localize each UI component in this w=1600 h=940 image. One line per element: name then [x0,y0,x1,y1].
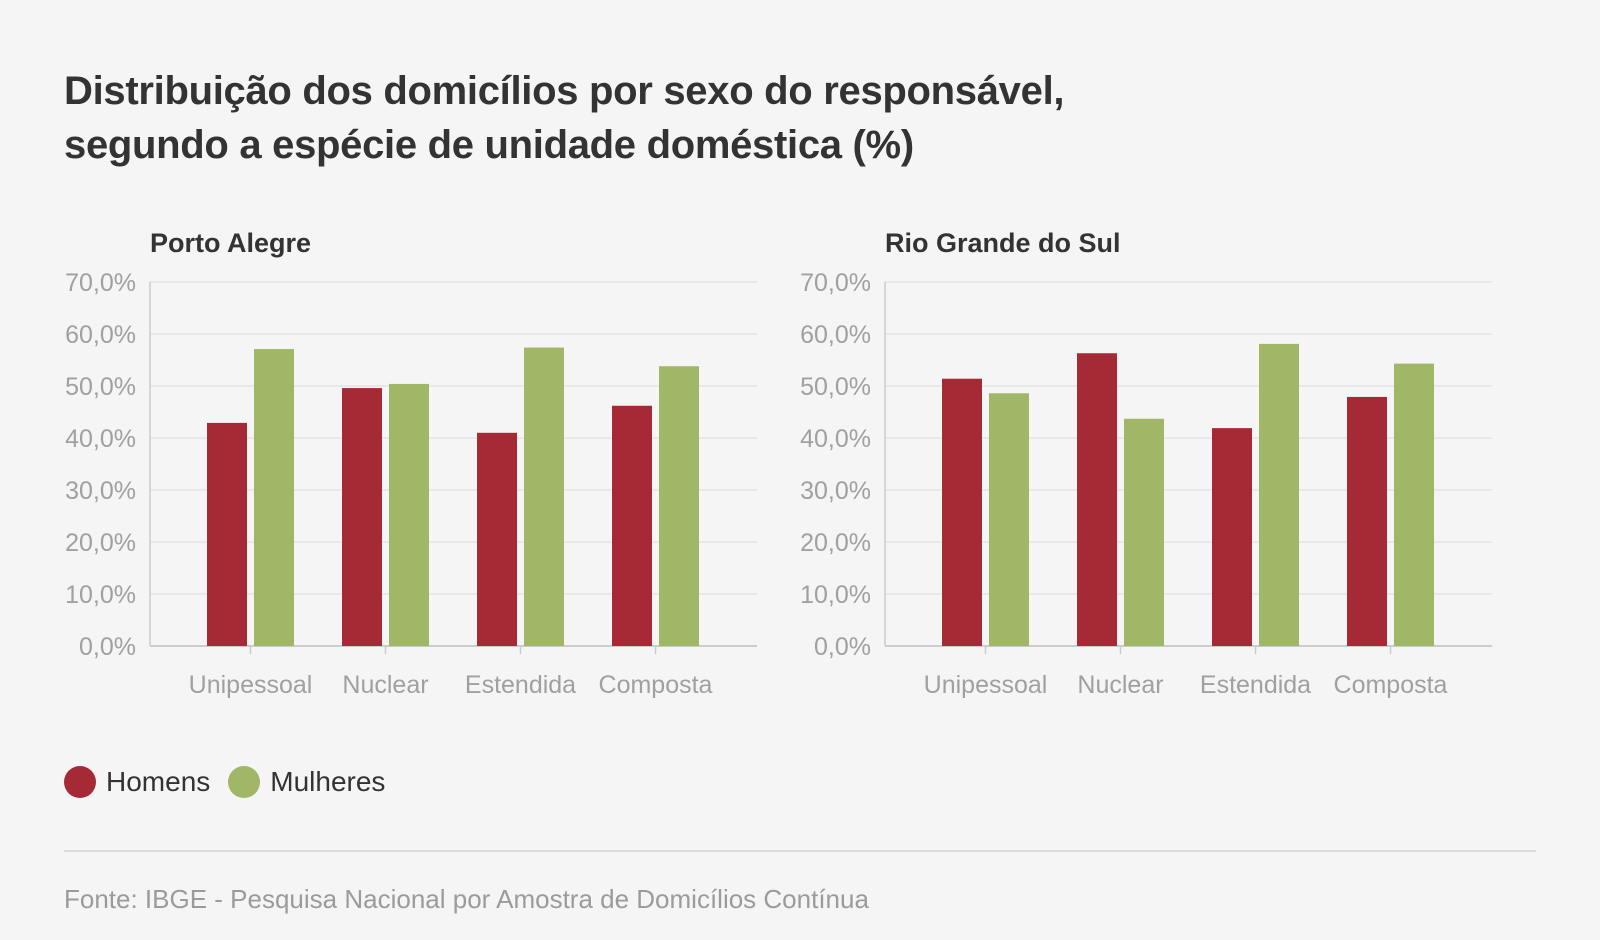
y-tick-label-1-6: 60,0% [800,321,871,349]
x-tick-label-1-3: Composta [1334,671,1448,699]
legend-item-homens: Homens [64,766,210,798]
divider [64,850,1536,852]
bar-0-mulheres-estendida [524,347,564,646]
bar-0-homens-composta [612,405,652,646]
y-tick-label-0-1: 10,0% [65,581,136,609]
bar-1-mulheres-unipessoal [989,393,1029,646]
y-tick-label-1-2: 20,0% [800,529,871,557]
y-tick-label-0-5: 50,0% [65,373,136,401]
chart-title: Distribuição dos domicílios por sexo do … [64,64,1264,172]
panel-title-1: Rio Grande do Sul [885,228,1121,258]
legend-item-mulheres: Mulheres [228,766,385,798]
legend-label-mulheres: Mulheres [270,766,386,797]
panel-title-0: Porto Alegre [150,228,311,258]
x-tick-label-1-0: Unipessoal [924,671,1048,699]
legend-swatch-homens [64,766,96,798]
y-tick-label-1-3: 30,0% [800,477,871,505]
y-tick-label-1-0: 0,0% [814,633,871,661]
bar-1-homens-nuclear [1077,353,1117,646]
y-tick-label-0-3: 30,0% [65,477,136,505]
legend-label-homens: Homens [106,766,211,797]
chart-title-line2: segundo a espécie de unidade doméstica (… [64,123,914,167]
bar-0-mulheres-nuclear [389,383,429,646]
bar-0-homens-unipessoal [207,422,247,646]
bar-1-mulheres-nuclear [1124,418,1164,646]
y-tick-label-0-6: 60,0% [65,321,136,349]
x-tick-label-1-2: Estendida [1200,671,1311,699]
y-tick-label-0-4: 40,0% [65,425,136,453]
bar-0-homens-estendida [477,432,517,646]
y-tick-label-0-0: 0,0% [79,633,136,661]
bar-0-homens-nuclear [342,388,382,646]
charts-area: Porto Alegre 0,0% 10,0% 20,0% 30,0% 40,0% 50,0… [65,228,1492,699]
source-note: Fonte: IBGE - Pesquisa Nacional por Amos… [64,884,869,914]
chart-title-line1: Distribuição dos domicílios por sexo do … [64,69,1065,113]
bar-0-mulheres-unipessoal [254,349,294,646]
legend-swatch-mulheres [228,766,261,798]
x-tick-label-0-0: Unipessoal [189,671,313,699]
y-tick-label-1-1: 10,0% [800,581,871,609]
bar-1-mulheres-composta [1394,363,1434,646]
legend: Homens Mulheres [64,764,403,800]
x-tick-label-0-1: Nuclear [342,671,428,699]
x-tick-label-0-3: Composta [599,671,713,699]
x-tick-label-0-2: Estendida [465,671,576,699]
y-tick-label-0-2: 20,0% [65,529,136,557]
y-tick-label-1-4: 40,0% [800,425,871,453]
y-tick-label-1-5: 50,0% [800,373,871,401]
bar-1-homens-unipessoal [942,378,982,646]
bar-1-homens-composta [1347,396,1387,646]
y-tick-label-0-7: 70,0% [65,269,136,297]
x-tick-label-1-1: Nuclear [1077,671,1163,699]
bar-1-mulheres-estendida [1259,343,1299,646]
y-tick-label-1-7: 70,0% [800,269,871,297]
bar-0-mulheres-composta [659,366,699,646]
bar-1-homens-estendida [1212,428,1252,646]
